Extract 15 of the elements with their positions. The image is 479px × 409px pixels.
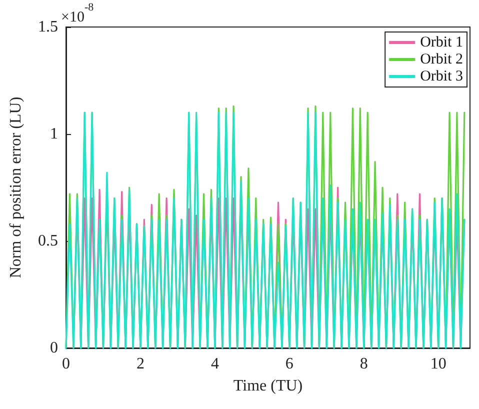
x-tick-label: 4 bbox=[210, 356, 219, 372]
x-tick-label: 6 bbox=[285, 356, 294, 372]
legend-label: Orbit 2 bbox=[420, 52, 464, 68]
x-tick-label: 0 bbox=[62, 356, 70, 372]
x-tick-label: 8 bbox=[360, 356, 368, 372]
legend-label: Orbit 3 bbox=[420, 68, 464, 84]
legend-label: Orbit 1 bbox=[420, 34, 464, 50]
y-tick-label: 1 bbox=[50, 126, 58, 142]
y-tick-label: 0.5 bbox=[38, 232, 58, 250]
x-tick-label: 2 bbox=[136, 356, 144, 372]
y-tick-label: 1.5 bbox=[38, 18, 58, 36]
y-axis-title: Norm of position error (LU) bbox=[8, 96, 24, 278]
x-tick-label: 10 bbox=[430, 356, 446, 372]
y-tick-label: 0 bbox=[50, 340, 58, 356]
x-axis-title: Time (TU) bbox=[233, 378, 303, 394]
